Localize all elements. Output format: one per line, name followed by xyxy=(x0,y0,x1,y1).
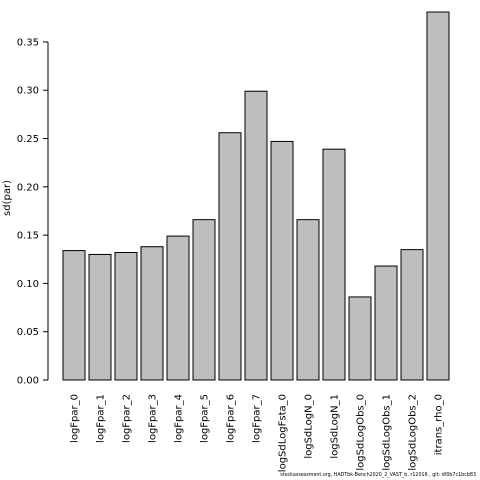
y-axis: 0.00 0.05 0.10 0.15 0.20 0.25 0.30 0.35 xyxy=(17,37,49,387)
y-tick-label: 0.30 xyxy=(17,86,39,97)
bar-logSdLogFsta_0 xyxy=(270,140,294,381)
bar-logFpar_1 xyxy=(88,253,112,381)
bar-logFpar_4 xyxy=(166,235,190,381)
bar-logSdLogN_0 xyxy=(296,219,320,381)
bar-logFpar_0 xyxy=(62,250,86,381)
x-tick-labels: logFpar_0 logFpar_1 logFpar_2 logFpar_3 logF… xyxy=(70,394,445,472)
bars-group xyxy=(62,11,450,381)
bar-logFpar_2 xyxy=(114,252,138,381)
y-tick-label: 0.00 xyxy=(17,376,39,387)
x-tick-label-logFpar_4: logFpar_4 xyxy=(174,394,185,443)
footer-credit: stockassessment.org, HADTbk-Bench2020_2_… xyxy=(280,473,476,478)
x-tick-label-logSdLogObs_0: logSdLogObs_0 xyxy=(356,394,367,471)
x-tick-label-logFpar_6: logFpar_6 xyxy=(226,394,237,443)
y-tick-label: 0.35 xyxy=(17,37,39,48)
y-tick-label: 0.20 xyxy=(17,182,39,193)
y-tick-label: 0.05 xyxy=(17,327,39,338)
x-tick-label-logFpar_0: logFpar_0 xyxy=(70,394,81,443)
x-tick-label-logFpar_5: logFpar_5 xyxy=(200,394,211,443)
bar-logSdLogN_1 xyxy=(322,148,346,381)
x-tick-label-logSdLogN_1: logSdLogN_1 xyxy=(330,394,341,459)
bar-logFpar_7 xyxy=(244,90,268,381)
bar-logFpar_3 xyxy=(140,246,164,381)
x-tick-label-logSdLogObs_2: logSdLogObs_2 xyxy=(408,394,419,471)
y-tick-label: 0.25 xyxy=(17,134,39,145)
x-tick-label-logFpar_1: logFpar_1 xyxy=(96,394,107,443)
bar-itrans_rho_0 xyxy=(426,11,450,381)
x-tick-label-logFpar_3: logFpar_3 xyxy=(148,394,159,443)
x-tick-label-logFpar_2: logFpar_2 xyxy=(122,394,133,443)
bar-logFpar_6 xyxy=(218,132,242,381)
y-tick-label: 0.10 xyxy=(17,279,39,290)
x-tick-label-logSdLogObs_1: logSdLogObs_1 xyxy=(382,394,393,471)
y-tick-label: 0.15 xyxy=(17,231,39,242)
bar-logSdLogObs_2 xyxy=(400,249,424,381)
bar-logFpar_5 xyxy=(192,219,216,381)
x-tick-label-logFpar_7: logFpar_7 xyxy=(252,394,263,443)
bar-logSdLogObs_0 xyxy=(348,296,372,381)
bar-logSdLogObs_1 xyxy=(374,265,398,381)
y-axis-label: sd(par) xyxy=(2,180,13,216)
x-tick-label-logSdLogN_0: logSdLogN_0 xyxy=(304,394,315,459)
x-tick-label-logSdLogFsta_0: logSdLogFsta_0 xyxy=(278,394,289,472)
x-tick-label-itrans_rho_0: itrans_rho_0 xyxy=(434,394,445,455)
